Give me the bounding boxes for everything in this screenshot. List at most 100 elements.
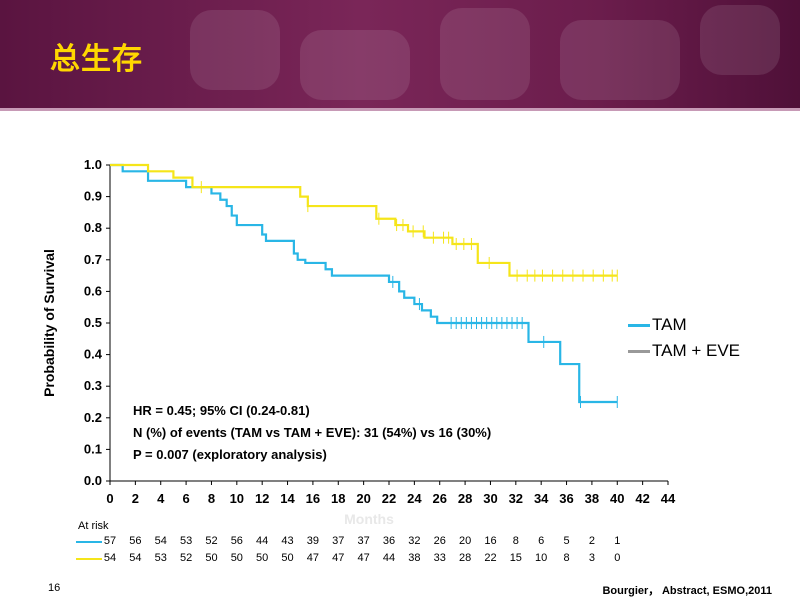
- puzzle-decoration-1: [190, 10, 280, 90]
- puzzle-decoration-3: [440, 8, 530, 100]
- x-tick-label: 6: [182, 491, 189, 506]
- x-tick-label: 0: [106, 491, 113, 506]
- x-tick-label: 32: [509, 491, 523, 506]
- y-tick-label: 0.1: [84, 441, 102, 456]
- at-risk-tam-count: 37: [332, 535, 345, 547]
- x-tick-label: 18: [331, 491, 345, 506]
- at-risk-tam-count: 36: [382, 535, 396, 547]
- at-risk-tam-eve-count: 15: [509, 552, 522, 564]
- at-risk-tam-eve-count: 50: [230, 552, 243, 564]
- at-risk-tam-eve-count: 3: [588, 552, 595, 564]
- at-risk-tam-count: 56: [129, 535, 142, 547]
- at-risk-tam-eve-count: 8: [563, 552, 570, 564]
- slide-title: 总生存: [50, 42, 143, 77]
- at-risk-tam-eve-count: 50: [281, 552, 294, 564]
- x-tick-label: 16: [306, 491, 320, 506]
- at-risk-tam-count: 53: [179, 535, 193, 547]
- y-tick-label: 0.9: [84, 189, 102, 204]
- x-tick-label: 36: [559, 491, 573, 506]
- y-tick-label: 0.0: [84, 473, 102, 488]
- at-risk-tam-eve-count: 22: [484, 552, 497, 564]
- legend-label-tam: TAM: [652, 315, 687, 334]
- chart-legend: TAM TAM + EVE: [628, 312, 740, 364]
- at-risk-tam-eve-count: 53: [154, 552, 167, 564]
- y-tick-label: 0.2: [84, 410, 102, 425]
- x-tick-label: 22: [382, 491, 396, 506]
- y-tick-label: 0.3: [84, 378, 102, 393]
- at-risk-tam-eve-count: 33: [433, 552, 446, 564]
- at-risk-tam-eve-count: 0: [614, 552, 621, 564]
- at-risk-tam-count: 39: [306, 535, 320, 547]
- slide-header: [0, 0, 800, 108]
- p-value-annotation: P = 0.007 (exploratory analysis): [133, 447, 327, 462]
- at-risk-tam-count: 43: [281, 535, 294, 547]
- x-tick-label: 26: [432, 491, 446, 506]
- km-curve-tam-eve: [110, 163, 618, 277]
- x-tick-label: 12: [255, 491, 269, 506]
- x-tick-label: 24: [407, 491, 422, 506]
- x-tick-label: 40: [610, 491, 624, 506]
- at-risk-tam-count: 57: [103, 535, 117, 547]
- y-tick-label: 0.4: [84, 347, 103, 362]
- x-tick-label: 10: [230, 491, 244, 506]
- puzzle-decoration-2: [300, 30, 410, 100]
- header-divider: [0, 108, 800, 111]
- x-tick-label: 42: [635, 491, 649, 506]
- puzzle-decoration-4: [560, 20, 680, 100]
- at-risk-tam-count: 54: [154, 535, 167, 547]
- events-annotation: N (%) of events (TAM vs TAM + EVE): 31 (…: [133, 425, 492, 440]
- x-tick-label: 44: [661, 491, 676, 506]
- at-risk-tam-eve-count: 10: [535, 552, 548, 564]
- at-risk-tam-eve-count: 50: [205, 552, 218, 564]
- x-tick-label: 2: [132, 491, 139, 506]
- at-risk-tam-count: 52: [205, 535, 218, 547]
- at-risk-tam-count: 32: [408, 535, 421, 547]
- km-curve-tam: [110, 163, 618, 404]
- legend-item-tam-eve: TAM + EVE: [628, 338, 740, 364]
- at-risk-tam-eve-count: 44: [382, 552, 396, 564]
- at-risk-tam-count: 56: [230, 535, 243, 547]
- x-tick-label: 34: [534, 491, 549, 506]
- y-tick-label: 0.7: [84, 252, 102, 267]
- at-risk-tam-eve-count: 47: [332, 552, 345, 564]
- x-tick-label: 4: [157, 491, 165, 506]
- at-risk-tam-count: 1: [614, 535, 621, 547]
- y-tick-label: 0.5: [84, 315, 102, 330]
- at-risk-tam-count: 6: [538, 535, 545, 547]
- y-tick-label: 0.8: [84, 220, 102, 235]
- at-risk-tam-eve-count: 50: [256, 552, 269, 564]
- at-risk-tam-eve-count: 54: [103, 552, 117, 564]
- y-axis-title: Probability of Survival: [41, 249, 57, 397]
- legend-item-tam: TAM: [628, 312, 740, 338]
- at-risk-tam-eve-count: 38: [408, 552, 421, 564]
- page-number: 16: [48, 582, 61, 594]
- puzzle-decoration-5: [700, 5, 780, 75]
- at-risk-line-tam-eve: [76, 558, 102, 560]
- x-tick-label: 30: [483, 491, 497, 506]
- at-risk-tam-count: 44: [256, 535, 269, 547]
- x-tick-label: 38: [585, 491, 599, 506]
- source-citation: Bourgier， Abstract, ESMO,2011: [602, 585, 772, 597]
- x-tick-label: 20: [356, 491, 370, 506]
- y-tick-label: 0.6: [84, 283, 102, 298]
- at-risk-tam-count: 2: [588, 535, 595, 547]
- at-risk-line-tam: [76, 541, 102, 543]
- at-risk-tam-count: 37: [357, 535, 370, 547]
- x-tick-label: 8: [208, 491, 215, 506]
- at-risk-tam-eve-count: 52: [179, 552, 193, 564]
- at-risk-tam-count: 26: [433, 535, 446, 547]
- at-risk-tam-eve-count: 47: [306, 552, 320, 564]
- at-risk-tam-eve-count: 28: [458, 552, 472, 564]
- at-risk-tam-count: 16: [484, 535, 497, 547]
- x-axis-title: Months: [344, 511, 394, 527]
- at-risk-label: At risk: [78, 520, 109, 532]
- at-risk-tam-eve-count: 47: [357, 552, 370, 564]
- legend-label-tam-eve: TAM + EVE: [652, 341, 741, 360]
- at-risk-tam-eve-count: 54: [129, 552, 142, 564]
- y-tick-label: 1.0: [84, 157, 102, 172]
- hr-annotation: HR = 0.45; 95% CI (0.24-0.81): [133, 403, 310, 418]
- x-tick-label: 28: [458, 491, 472, 506]
- legend-swatch-tam-eve: [628, 349, 650, 353]
- at-risk-tam-count: 5: [563, 535, 570, 547]
